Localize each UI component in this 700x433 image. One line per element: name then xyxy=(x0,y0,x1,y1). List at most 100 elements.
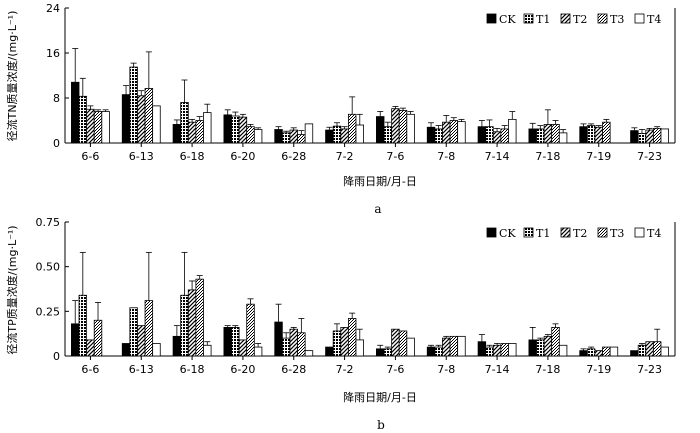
bar-T2-7-23 xyxy=(645,129,654,144)
panel-a-label: a xyxy=(374,202,381,216)
x-tick-label: 7-14 xyxy=(485,150,510,163)
bar-T4-6-28 xyxy=(304,350,314,357)
bar-T1-7-18 xyxy=(536,339,545,357)
bar-T4-7-23 xyxy=(660,346,669,357)
x-tick-label: 7-19 xyxy=(586,150,611,163)
y-tick-label: 0.50 xyxy=(36,261,61,274)
bar-T1-6-20 xyxy=(231,115,240,144)
bar-CK-7-23 xyxy=(630,350,639,357)
bar-T3-7-14 xyxy=(500,343,509,357)
bar-CK-6-6 xyxy=(71,323,80,357)
bar-T1-6-20 xyxy=(231,327,240,357)
bar-T4-6-13 xyxy=(152,343,161,357)
panel-a-ylabel: 径流TN质量浓度/(mg·L⁻¹) xyxy=(5,11,19,142)
bar-T1-7-6 xyxy=(383,348,393,357)
bar-CK-7-14 xyxy=(477,341,487,357)
bar-T3-6-13 xyxy=(144,88,154,144)
bar-T4-7-18 xyxy=(558,132,568,144)
bar-T4-6-6 xyxy=(101,111,110,144)
bar-T4-7-18 xyxy=(558,344,568,357)
x-tick-label: 7-14 xyxy=(485,363,510,376)
bar-T2-7-19 xyxy=(594,350,603,357)
bar-CK-7-6 xyxy=(376,116,385,144)
bar-T1-7-18 xyxy=(536,128,545,144)
bar-CK-6-6 xyxy=(71,81,80,144)
legend-label-T2: T2 xyxy=(573,227,587,240)
x-tick-label: 6-6 xyxy=(81,150,99,163)
x-tick-label: 6-6 xyxy=(81,363,99,376)
bar-T2-7-8 xyxy=(442,121,451,144)
legend-swatch-T3 xyxy=(597,227,608,238)
bar-CK-7-23 xyxy=(630,130,639,144)
y-tick-label: 8 xyxy=(53,92,60,105)
bar-T1-6-6 xyxy=(78,294,88,357)
bar-T2-7-14 xyxy=(492,344,502,357)
bar-T2-6-6 xyxy=(86,339,95,357)
bar-T2-6-6 xyxy=(86,108,95,144)
x-tick-label: 7-18 xyxy=(535,363,560,376)
x-tick-label: 6-28 xyxy=(281,363,306,376)
bar-T2-7-14 xyxy=(492,131,502,144)
bar-T2-7-2 xyxy=(340,327,349,357)
x-tick-label: 7-2 xyxy=(336,363,354,376)
legend-label-T3: T3 xyxy=(610,227,624,240)
bar-T3-7-6 xyxy=(398,330,408,357)
bar-T4-6-28 xyxy=(304,123,314,144)
bar-T1-7-19 xyxy=(586,125,596,144)
bar-T3-6-18 xyxy=(195,120,204,144)
bar-CK-6-18 xyxy=(172,335,182,357)
bar-CK-7-14 xyxy=(477,126,487,144)
bar-CK-6-28 xyxy=(274,321,283,357)
y-tick-label: 16 xyxy=(46,47,60,60)
legend-label-CK: CK xyxy=(499,13,516,26)
y-tick-label: 24 xyxy=(46,2,60,15)
x-tick-label: 7-8 xyxy=(437,150,455,163)
bar-T3-7-14 xyxy=(500,128,509,144)
bar-T3-7-19 xyxy=(602,121,611,144)
y-tick-label: 0 xyxy=(53,137,60,150)
x-tick-label: 7-23 xyxy=(637,363,662,376)
bar-T1-7-8 xyxy=(434,346,443,357)
bar-T4-6-18 xyxy=(203,112,212,144)
x-tick-label: 7-19 xyxy=(586,363,611,376)
bar-T3-7-8 xyxy=(449,120,459,144)
legend-swatch-CK xyxy=(486,13,497,24)
bar-T4-6-18 xyxy=(203,344,212,357)
bar-T3-6-20 xyxy=(246,126,255,144)
bar-T4-7-6 xyxy=(406,113,415,144)
bar-T3-7-2 xyxy=(347,113,357,144)
legend-swatch-T4 xyxy=(634,13,645,24)
bar-T4-7-14 xyxy=(508,118,517,144)
bar-T1-7-19 xyxy=(586,348,596,357)
bar-T3-6-6 xyxy=(93,111,103,144)
bar-T4-6-20 xyxy=(253,346,263,357)
bar-T4-7-2 xyxy=(355,339,364,357)
x-tick-label: 6-28 xyxy=(281,150,306,163)
bar-T1-7-14 xyxy=(485,346,494,357)
legend-label-T1: T1 xyxy=(536,13,550,26)
bar-CK-6-13 xyxy=(121,343,131,357)
bar-T4-7-19 xyxy=(609,346,619,357)
bar-T3-6-20 xyxy=(246,303,255,357)
bar-T1-6-13 xyxy=(129,307,138,357)
bar-T1-7-6 xyxy=(383,126,393,144)
panel-b-label: b xyxy=(377,418,385,432)
legend-label-T1: T1 xyxy=(536,227,550,240)
bar-T4-7-14 xyxy=(508,343,517,357)
bar-T3-6-13 xyxy=(144,300,154,357)
x-tick-label: 7-6 xyxy=(386,150,404,163)
bar-T4-7-2 xyxy=(355,124,364,144)
legend-label-T4: T4 xyxy=(647,13,661,26)
bar-T2-6-13 xyxy=(137,95,146,144)
x-tick-label: 6-20 xyxy=(230,363,255,376)
bar-T2-7-6 xyxy=(391,328,400,357)
bar-T1-7-8 xyxy=(434,128,443,144)
x-tick-label: 6-13 xyxy=(129,150,154,163)
bar-T3-6-28 xyxy=(297,332,306,357)
bar-T1-7-2 xyxy=(332,125,342,144)
bar-T4-7-23 xyxy=(660,128,669,144)
bar-T2-6-13 xyxy=(137,325,146,357)
bar-T3-7-18 xyxy=(551,124,560,144)
bar-T3-6-28 xyxy=(297,134,306,144)
